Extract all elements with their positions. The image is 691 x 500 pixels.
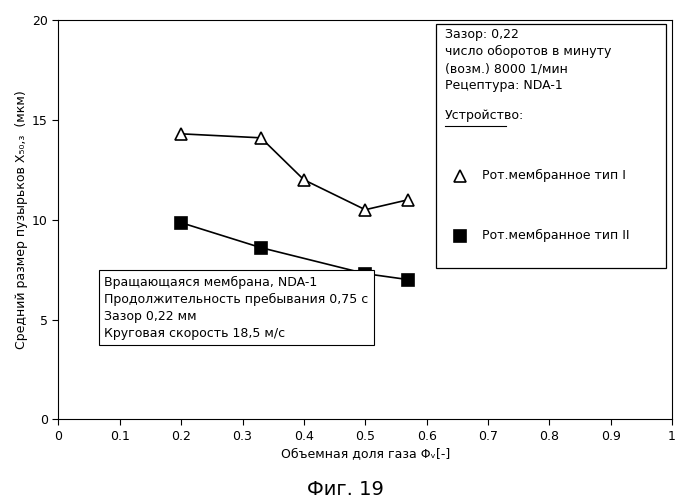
Text: Зазор: 0,22
число оборотов в минуту
(возм.) 8000 1/мин
Рецептура: NDA-1: Зазор: 0,22 число оборотов в минуту (воз… <box>445 28 612 92</box>
FancyBboxPatch shape <box>436 24 666 268</box>
Text: Рот.мембранное тип II: Рот.мембранное тип II <box>482 229 630 242</box>
Text: Фиг. 19: Фиг. 19 <box>307 480 384 499</box>
Text: Вращающаяся мембрана, NDA-1
Продолжительность пребывания 0,75 с
Зазор 0,22 мм
Кр: Вращающаяся мембрана, NDA-1 Продолжитель… <box>104 276 369 340</box>
Y-axis label: Средний размер пузырьков X₅₀,₃  (мкм): Средний размер пузырьков X₅₀,₃ (мкм) <box>15 90 28 349</box>
X-axis label: Объемная доля газа Φᵥ[-]: Объемная доля газа Φᵥ[-] <box>281 447 450 460</box>
Text: Устройство:: Устройство: <box>445 109 524 122</box>
Text: Рот.мембранное тип I: Рот.мембранное тип I <box>482 169 626 182</box>
